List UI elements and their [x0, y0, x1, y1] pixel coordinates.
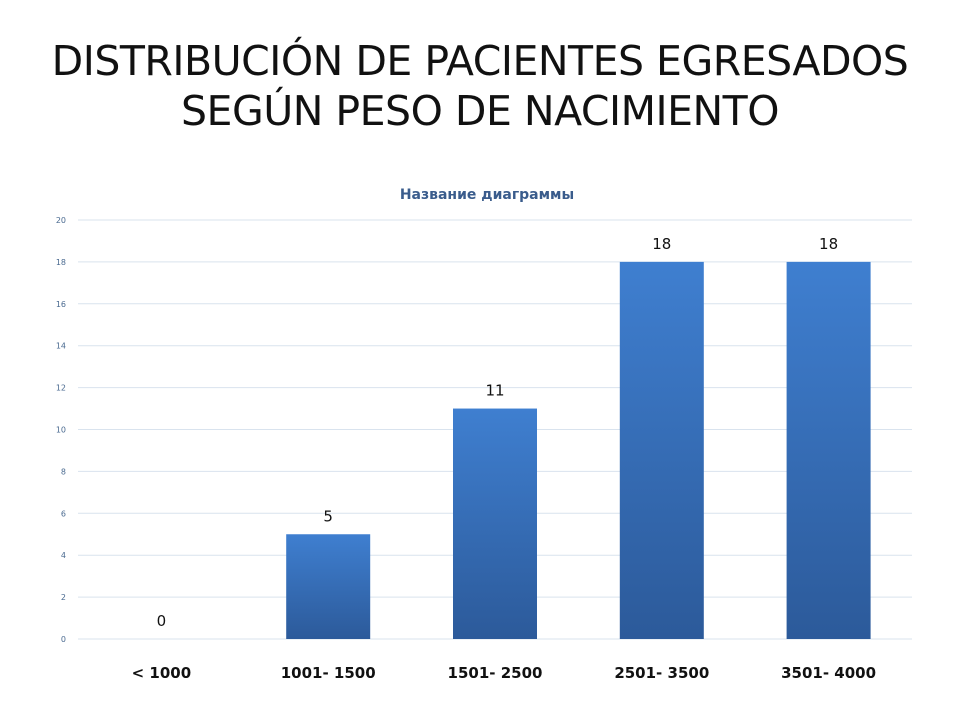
- data-label: 18: [652, 235, 671, 253]
- y-tick-label: 0: [61, 635, 66, 644]
- bars: [286, 261, 871, 639]
- y-tick-label: 10: [56, 426, 66, 435]
- bar: [786, 261, 871, 639]
- bar: [619, 261, 704, 639]
- slide-title-line-2: SEGÚN PESO DE NACIMIENTO: [181, 87, 779, 135]
- data-label: 5: [323, 507, 333, 525]
- y-tick-label: 16: [56, 300, 66, 309]
- y-tick-label: 20: [56, 216, 66, 225]
- gridlines: [78, 219, 912, 640]
- x-tick-label: 2501- 3500: [614, 664, 709, 682]
- data-label: 0: [157, 612, 167, 630]
- x-tick-label: 1501- 2500: [448, 664, 543, 682]
- y-tick-label: 4: [61, 551, 66, 560]
- x-tick-label: 3501- 4000: [781, 664, 876, 682]
- y-tick-label: 6: [61, 509, 66, 518]
- y-tick-label: 2: [61, 593, 66, 602]
- bar: [286, 534, 371, 639]
- bar: [453, 408, 537, 639]
- x-axis-ticks: < 1000 1001- 1500 1501- 2500 2501- 3500 3501…: [132, 664, 876, 682]
- y-tick-label: 14: [56, 342, 66, 351]
- data-label: 18: [819, 235, 838, 253]
- y-axis-ticks: 0 2 4 6 8 10 12 14 16 18 20: [56, 216, 66, 644]
- data-labels: 0 5 11 18 18: [157, 235, 839, 630]
- x-tick-label: 1001- 1500: [281, 664, 376, 682]
- slide-title: DISTRIBUCIÓN DE PACIENTES EGRESADOS SEGÚ…: [40, 36, 920, 136]
- slide-title-line-1: DISTRIBUCIÓN DE PACIENTES EGRESADOS: [51, 37, 909, 85]
- x-tick-label: < 1000: [132, 664, 192, 682]
- y-tick-label: 18: [56, 258, 66, 267]
- chart-title: Название диаграммы: [400, 187, 574, 203]
- data-label: 11: [485, 382, 504, 400]
- y-tick-label: 8: [61, 467, 66, 476]
- y-tick-label: 12: [56, 384, 66, 393]
